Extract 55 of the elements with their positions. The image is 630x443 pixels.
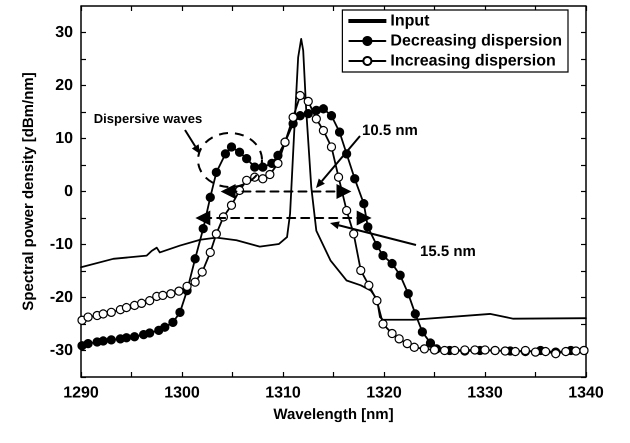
point <box>198 224 208 234</box>
point <box>168 318 178 328</box>
annotation: 15.5 nm <box>420 243 476 260</box>
x-tick-label: 1310 <box>265 384 301 402</box>
point <box>326 111 336 120</box>
point <box>404 289 413 298</box>
point <box>350 174 360 184</box>
point <box>363 222 372 232</box>
x-tick-label: 1340 <box>568 384 604 402</box>
y-axis-title: Spectral power density [dBm/nm] <box>20 72 37 311</box>
point <box>220 149 230 158</box>
legend-label: Increasing dispersion <box>390 52 556 70</box>
annotation: Dispersive waves <box>94 111 202 126</box>
point <box>206 192 215 202</box>
y-tick-label: 30 <box>55 24 74 41</box>
y-tick-label: -10 <box>50 236 74 253</box>
point <box>122 333 132 342</box>
point <box>212 168 221 178</box>
point <box>226 142 236 152</box>
point <box>145 328 154 338</box>
point <box>426 338 436 348</box>
point <box>410 309 420 319</box>
point <box>304 108 313 118</box>
point <box>83 339 93 348</box>
y-tick-label: -30 <box>50 342 74 359</box>
x-axis-title: Wavelength [nm] <box>273 406 394 423</box>
point <box>160 322 170 332</box>
point <box>234 148 244 157</box>
y-tick-label: 10 <box>55 130 74 147</box>
x-tick-label: 1320 <box>366 384 402 402</box>
x-tick-label: 1290 <box>63 384 99 402</box>
point <box>273 150 283 160</box>
point <box>359 199 368 208</box>
point <box>378 251 388 260</box>
annotation: 10.5 nm <box>362 122 418 139</box>
point <box>250 162 260 172</box>
point <box>418 327 427 337</box>
x-tick-label: 1300 <box>164 384 200 402</box>
point <box>396 270 405 280</box>
point <box>130 332 140 342</box>
x-tick-label: 1330 <box>467 384 503 402</box>
point <box>98 336 108 346</box>
y-tick-label: 20 <box>55 77 74 94</box>
legend-label: Decreasing dispersion <box>390 32 562 50</box>
y-tick-label: 0 <box>64 183 74 200</box>
point <box>106 335 116 344</box>
point <box>334 128 344 137</box>
point <box>318 104 328 114</box>
y-tick-label: -20 <box>50 289 74 306</box>
point <box>190 254 200 264</box>
point <box>372 240 382 250</box>
legend-label: Input <box>390 12 430 30</box>
point <box>387 258 397 268</box>
point <box>175 308 185 317</box>
point <box>242 154 252 164</box>
